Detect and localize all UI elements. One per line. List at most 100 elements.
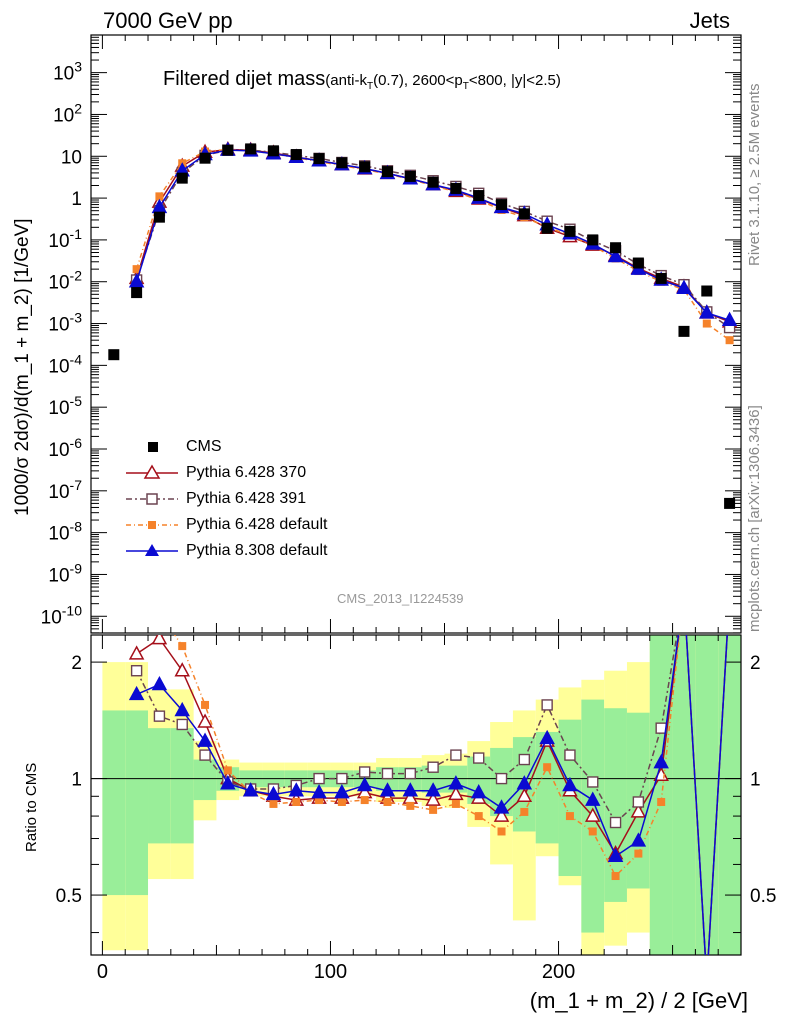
legend-symbol-cms [148, 442, 158, 452]
cms-point [473, 190, 485, 202]
cms-point [541, 222, 553, 234]
cms-point [496, 199, 508, 211]
cms-point [587, 234, 599, 246]
series-2-ratio-point [178, 642, 187, 651]
x-tick-label: 200 [542, 961, 575, 983]
series-1-ratio-point [130, 665, 143, 677]
series-1-ratio-point [450, 749, 462, 761]
series-1-ratio-point [609, 816, 622, 829]
plot-title-open: (anti-k [325, 72, 367, 89]
axes: 0 100 20010310210110-110-210-310-410-510-6… [41, 34, 776, 983]
cms-point [564, 225, 576, 237]
cms-point [245, 143, 257, 155]
series-1-ratio-point [176, 718, 188, 731]
series-2-point [155, 192, 164, 201]
series-3-ratio-point [470, 784, 487, 799]
cms-point [450, 182, 462, 194]
series-3-ratio-point [128, 685, 145, 701]
series-1-ratio-point [541, 699, 553, 711]
series-1-ratio-point [199, 749, 211, 761]
series-2-ratio-point [634, 849, 643, 858]
cms-point [108, 349, 120, 361]
series-1-ratio-point [153, 710, 166, 722]
series-2-ratio-point [565, 812, 574, 821]
legend-symbol-p8def [126, 544, 178, 556]
series-3-point [128, 273, 145, 288]
series-2-ratio-point [429, 805, 438, 814]
ratio-tick-label-right: 2 [750, 653, 761, 674]
series-0-ratio-point [584, 807, 601, 822]
plot-title-close: <800, |y|<2.5) [468, 72, 561, 89]
series-0-ratio-point [493, 807, 510, 822]
series-2-point [725, 336, 734, 345]
legend-label-cms: CMS [186, 438, 222, 455]
series-2-ratio-line [173, 635, 728, 955]
plot-title-sub2: T [462, 81, 469, 92]
ratio-series [128, 635, 728, 955]
series-3-ratio-point [607, 847, 624, 862]
y-tick-label: 10 [61, 147, 82, 168]
band-green [170, 728, 194, 844]
series-3-ratio-point [448, 775, 464, 790]
series-2-ratio-point [497, 827, 506, 836]
series-3-ratio-point [242, 782, 259, 797]
y-tick-label: 10-8 [48, 519, 82, 545]
y-tick-label: 10-6 [48, 435, 82, 461]
series-0-ratio-point [630, 803, 647, 818]
series-3-ratio-point [311, 784, 327, 799]
series-3-ratio-point [334, 784, 350, 799]
cms-point [381, 166, 393, 178]
series-2-ratio-point [543, 763, 552, 772]
cms-point [313, 153, 325, 165]
band-green [535, 731, 559, 844]
series-3-ratio-point [197, 732, 213, 747]
series-2-ratio-point [588, 827, 597, 836]
cms-point [678, 325, 690, 337]
series-1-ratio-point [381, 767, 394, 780]
y-tick-label: 102 [53, 100, 82, 126]
ratio-tick-label: 0.5 [56, 886, 82, 907]
series-2-ratio-point [360, 796, 369, 805]
cms-point [176, 172, 188, 184]
cms-point [724, 497, 736, 509]
series-3-ratio-point [379, 782, 396, 797]
band-green [695, 635, 719, 955]
series-3-ratio-point [516, 775, 533, 790]
cms-point [518, 208, 530, 220]
cms-point [427, 176, 439, 188]
series-0-ratio-point [197, 713, 213, 728]
band-green [718, 635, 741, 955]
series-3-ratio-point [493, 799, 510, 814]
ratio-tick-label-right: 1 [750, 770, 761, 791]
header-right: Jets [689, 8, 730, 33]
cms-point [131, 287, 143, 299]
legend-label-p8def: Pythia 8.308 default [186, 542, 328, 559]
series-2-ratio-point [451, 799, 460, 808]
plot-title-main: Filtered dijet mass [163, 68, 326, 90]
series-2-ratio-point [474, 812, 483, 821]
band-green [604, 708, 627, 902]
y-tick-label: 103 [53, 59, 82, 85]
cms-point [359, 161, 371, 173]
legend-symbol-p370 [126, 464, 178, 479]
series-1-ratio-point [336, 772, 348, 785]
legend-label-p6def: Pythia 6.428 default [186, 516, 328, 533]
series-1-ratio-point [564, 749, 576, 761]
cms-point [199, 152, 211, 164]
series-3-ratio-point [425, 782, 441, 797]
cms-point [153, 211, 165, 223]
band-green [421, 765, 445, 793]
cms-point [336, 157, 348, 169]
y-tick-label: 10-1 [48, 226, 82, 252]
y-tick-label: 10-2 [48, 268, 82, 294]
cms-point [404, 170, 416, 182]
plot-title-sub1: T [366, 81, 374, 92]
plot-title: Filtered dijet mass(anti-kT(0.7), 2600<p… [163, 68, 561, 92]
x-tick-label: 100 [314, 961, 347, 983]
series-3-ratio-point [402, 782, 419, 797]
y-tick-label: 10-7 [48, 477, 82, 503]
main-frame [90, 34, 742, 634]
series-2-ratio-point [520, 807, 529, 816]
series-2-point [132, 265, 141, 274]
band-green [558, 719, 582, 877]
